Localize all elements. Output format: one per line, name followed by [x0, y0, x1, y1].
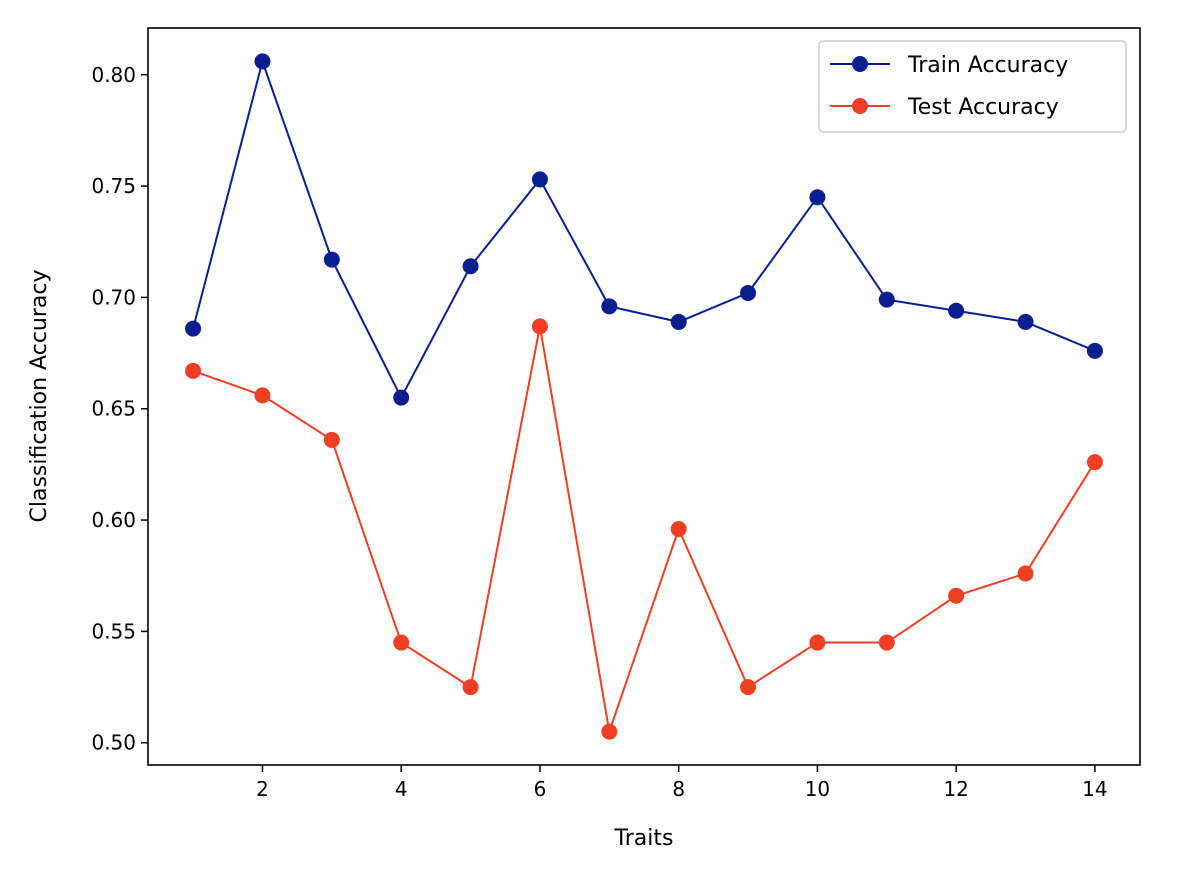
y-axis-ticks: 0.50 0.55 0.60 0.65 0.70 0.75 0.80: [91, 63, 148, 755]
y-tick-label: 0.80: [91, 63, 136, 87]
data-point-test-accuracy: [809, 634, 826, 651]
data-point-test-accuracy: [878, 634, 895, 651]
data-point-test-accuracy: [1086, 454, 1103, 471]
x-axis-ticks: 2 4 6 8 10 12 14: [256, 765, 1108, 801]
data-point-test-accuracy: [1017, 565, 1034, 582]
data-point-train-accuracy: [809, 189, 826, 206]
x-tick-label: 2: [256, 777, 269, 801]
series-test-accuracy: [185, 318, 1103, 740]
data-point-test-accuracy: [185, 362, 202, 379]
data-point-test-accuracy: [323, 431, 340, 448]
data-point-train-accuracy: [740, 284, 757, 301]
y-tick-label: 0.70: [91, 285, 136, 309]
data-point-train-accuracy: [254, 53, 271, 70]
data-point-train-accuracy: [462, 258, 479, 275]
legend: Train Accuracy Test Accuracy: [818, 40, 1127, 133]
data-point-train-accuracy: [531, 171, 548, 188]
data-point-test-accuracy: [670, 520, 687, 537]
x-tick-label: 12: [943, 777, 968, 801]
x-tick-label: 8: [672, 777, 685, 801]
data-point-train-accuracy: [948, 302, 965, 319]
x-tick-label: 10: [805, 777, 830, 801]
x-tick-label: 4: [395, 777, 408, 801]
data-point-test-accuracy: [601, 723, 618, 740]
x-axis-label: Traits: [614, 826, 674, 851]
x-tick-label: 14: [1082, 777, 1107, 801]
y-axis-label: Classification Accuracy: [27, 270, 52, 523]
series-layer: [185, 53, 1103, 740]
legend-marker-train: [852, 56, 868, 72]
series-line-train-accuracy: [192, 57, 1096, 400]
data-point-train-accuracy: [393, 389, 410, 406]
data-point-test-accuracy: [531, 318, 548, 335]
y-tick-label: 0.75: [91, 174, 136, 198]
x-tick-label: 6: [534, 777, 547, 801]
data-point-train-accuracy: [323, 251, 340, 268]
plot-frame: [147, 27, 1141, 766]
legend-label-test: Test Accuracy: [907, 95, 1059, 120]
y-tick-label: 0.55: [91, 619, 136, 643]
data-point-train-accuracy: [601, 298, 618, 315]
data-point-test-accuracy: [740, 679, 757, 696]
data-point-train-accuracy: [1017, 313, 1034, 330]
legend-label-train: Train Accuracy: [907, 53, 1068, 78]
legend-box: [818, 40, 1127, 133]
y-tick-label: 0.50: [91, 731, 136, 755]
series-train-accuracy: [185, 53, 1103, 406]
data-point-test-accuracy: [393, 634, 410, 651]
data-point-test-accuracy: [462, 679, 479, 696]
data-point-test-accuracy: [254, 387, 271, 404]
y-tick-label: 0.60: [91, 508, 136, 532]
data-point-train-accuracy: [1086, 342, 1103, 359]
data-point-train-accuracy: [670, 313, 687, 330]
data-point-train-accuracy: [878, 291, 895, 308]
data-point-test-accuracy: [948, 587, 965, 604]
legend-marker-test: [852, 98, 868, 114]
data-point-train-accuracy: [185, 320, 202, 337]
y-tick-label: 0.65: [91, 397, 136, 421]
series-line-test-accuracy: [192, 326, 1096, 732]
